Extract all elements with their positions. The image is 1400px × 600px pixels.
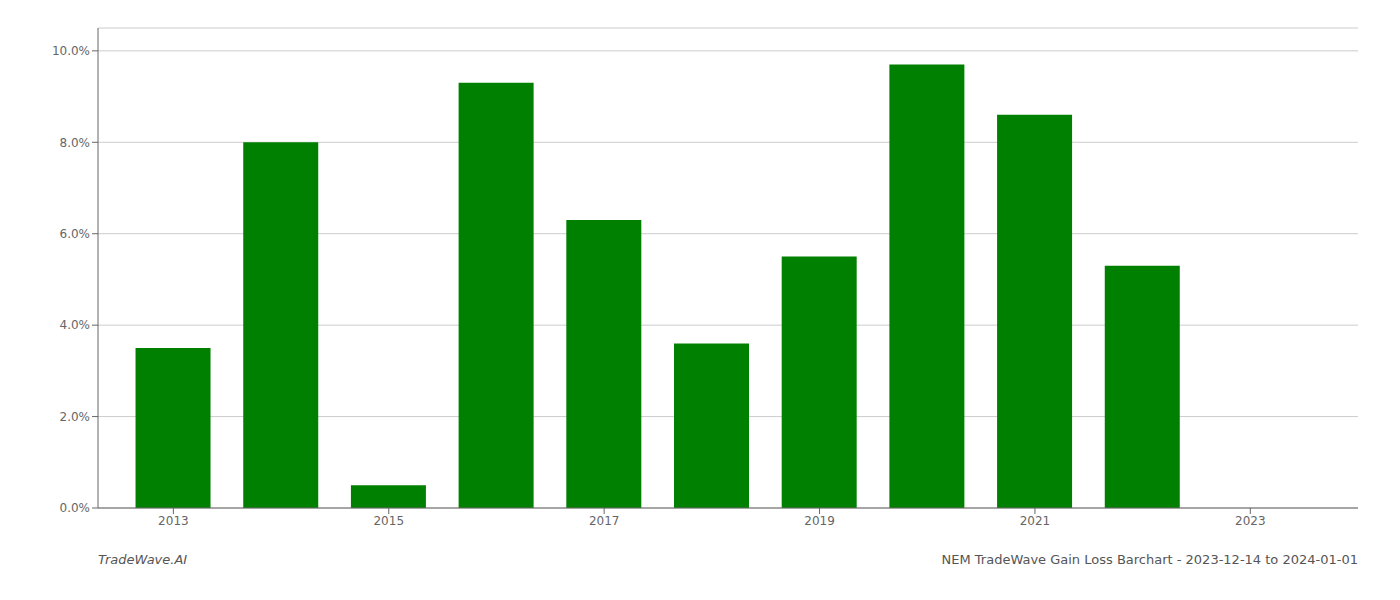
svg-text:2023: 2023 [1235, 514, 1266, 528]
svg-text:4.0%: 4.0% [60, 318, 91, 332]
svg-text:10.0%: 10.0% [52, 44, 90, 58]
html-text:TradeWave.AI: TradeWave.AI [98, 552, 188, 567]
svg-text:0.0%: 0.0% [60, 501, 91, 515]
html-text:NEM TradeWave Gain Loss Barcha: NEM TradeWave Gain Loss Barchart - 2023-… [941, 552, 1358, 567]
svg-text:2.0%: 2.0% [60, 410, 91, 424]
svg-text:2021: 2021 [1020, 514, 1051, 528]
svg-text:2019: 2019 [804, 514, 835, 528]
svg-text:6.0%: 6.0% [60, 227, 91, 241]
svg-text:2013: 2013 [158, 514, 189, 528]
svg-text:8.0%: 8.0% [60, 136, 91, 150]
svg-text:2017: 2017 [589, 514, 620, 528]
svg-text:2015: 2015 [373, 514, 404, 528]
